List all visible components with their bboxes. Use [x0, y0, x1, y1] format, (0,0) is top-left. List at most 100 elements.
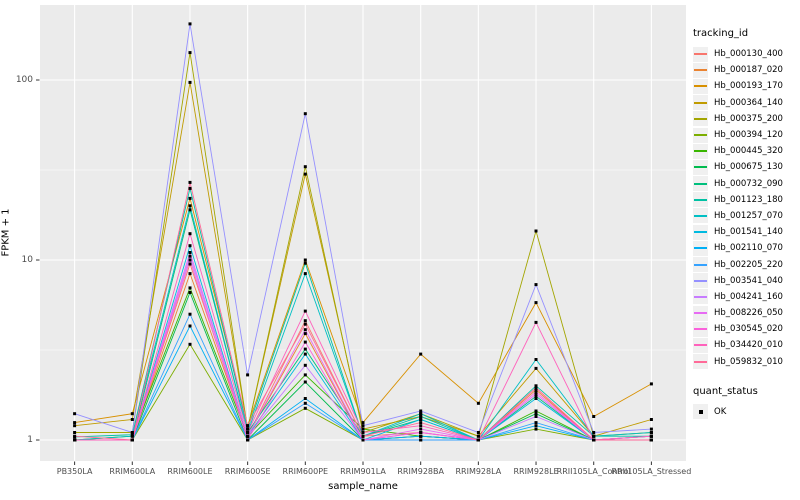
data-point — [303, 322, 307, 326]
legend-entry-label: Hb_001123_180 — [714, 194, 783, 205]
legend-key-line-icon — [693, 273, 708, 289]
data-point — [649, 382, 653, 386]
data-point — [130, 438, 134, 442]
x-tick-label: RRIM600LA — [109, 467, 156, 476]
data-point — [534, 301, 538, 305]
data-point — [592, 431, 596, 434]
data-point — [361, 421, 365, 425]
data-point — [649, 427, 653, 431]
legend-entry-label: Hb_004241_160 — [714, 291, 783, 302]
data-point — [303, 397, 307, 400]
data-point — [188, 258, 192, 262]
x-tick-label: RRIM901LA — [340, 467, 386, 476]
legend-entry: Hb_001257_070 — [693, 208, 799, 224]
data-point — [188, 80, 192, 84]
data-point — [419, 415, 423, 418]
data-point — [303, 340, 307, 344]
data-point — [246, 373, 250, 377]
x-tick-label: RRIM928LE — [513, 467, 559, 476]
series-color-swatch — [694, 101, 707, 104]
legend-entry: Hb_059832_010 — [693, 354, 799, 370]
legend-key-line-icon — [693, 305, 708, 321]
data-point — [303, 352, 307, 356]
x-axis-title: sample_name — [328, 481, 398, 492]
legend-entries-quant-status: OK — [693, 404, 799, 420]
legend-entry-label: Hb_001541_140 — [714, 227, 783, 238]
legend-entry-label: Hb_001257_070 — [714, 210, 783, 221]
data-point — [649, 434, 653, 438]
legend-key-line-icon — [693, 224, 708, 240]
data-point — [73, 412, 77, 416]
data-point — [246, 427, 250, 431]
data-point — [592, 438, 596, 442]
series-color-swatch — [694, 263, 707, 266]
legend-key-line-icon — [693, 289, 708, 305]
legend-entry: Hb_000130_400 — [693, 46, 799, 62]
legend-entry: Hb_004241_160 — [693, 289, 799, 305]
data-point — [361, 434, 365, 438]
data-point — [188, 51, 192, 55]
legend-title-quant-status: quant_status — [693, 385, 758, 397]
data-point — [534, 358, 538, 361]
x-tick-label: RRII105LA_Control — [556, 467, 631, 476]
x-tick-label: RRIM600SE — [224, 467, 271, 476]
legend-key-line-icon — [693, 159, 708, 175]
legend-entry: Hb_000187_020 — [693, 62, 799, 78]
series-color-swatch — [694, 150, 707, 153]
data-point — [303, 380, 307, 384]
data-point — [303, 272, 307, 276]
data-point — [246, 434, 250, 438]
legend-entry: Hb_002110_070 — [693, 240, 799, 256]
series-color-swatch — [694, 134, 707, 137]
legend-key-line-icon — [693, 354, 708, 370]
legend-title-tracking-id: tracking_id — [693, 28, 749, 39]
data-point — [303, 373, 307, 377]
legend-key-line-icon — [693, 62, 708, 78]
data-point — [361, 424, 365, 428]
data-point — [303, 165, 307, 169]
data-point — [534, 366, 538, 370]
legend-key-line-icon — [693, 95, 708, 111]
legend-entry-label: Hb_000732_090 — [714, 178, 783, 189]
data-point — [476, 438, 480, 442]
data-point — [188, 342, 192, 346]
data-point — [534, 283, 538, 287]
data-point — [73, 424, 77, 428]
black-square-point-icon — [698, 409, 703, 414]
series-color-swatch — [694, 85, 707, 88]
x-tick-label: PB350LA — [56, 467, 93, 476]
data-point — [419, 434, 423, 438]
data-point — [303, 401, 307, 405]
data-point — [130, 418, 134, 421]
legend-entry: Hb_000675_130 — [693, 159, 799, 175]
x-tick-label: RRII105LA_Stressed — [611, 467, 692, 476]
data-point — [73, 434, 77, 438]
data-point — [246, 431, 250, 434]
data-point — [188, 232, 192, 236]
series-color-swatch — [694, 295, 707, 298]
legend-key-point-icon — [693, 404, 708, 420]
data-point — [649, 431, 653, 434]
data-point — [534, 412, 538, 416]
legend-entry-label: Hb_000445_320 — [714, 146, 783, 157]
data-point — [303, 309, 307, 313]
data-point — [361, 427, 365, 431]
data-point — [476, 434, 480, 438]
legend-entry: Hb_000445_320 — [693, 143, 799, 159]
legend-entry: Hb_000375_200 — [693, 111, 799, 127]
data-point — [534, 386, 538, 390]
legend-key-line-icon — [693, 257, 708, 273]
data-point — [188, 262, 192, 266]
data-point — [246, 438, 250, 442]
legend-entry: Hb_003541_040 — [693, 273, 799, 289]
data-point — [534, 409, 538, 413]
data-point — [188, 324, 192, 328]
legend-entry-label: OK — [714, 406, 727, 417]
legend-quant-status: quant_status OK — [693, 386, 799, 420]
y-tick-label: 1 — [27, 434, 33, 445]
series-color-swatch — [694, 231, 707, 234]
data-point — [419, 427, 423, 431]
data-point — [419, 412, 423, 416]
data-point — [534, 427, 538, 431]
